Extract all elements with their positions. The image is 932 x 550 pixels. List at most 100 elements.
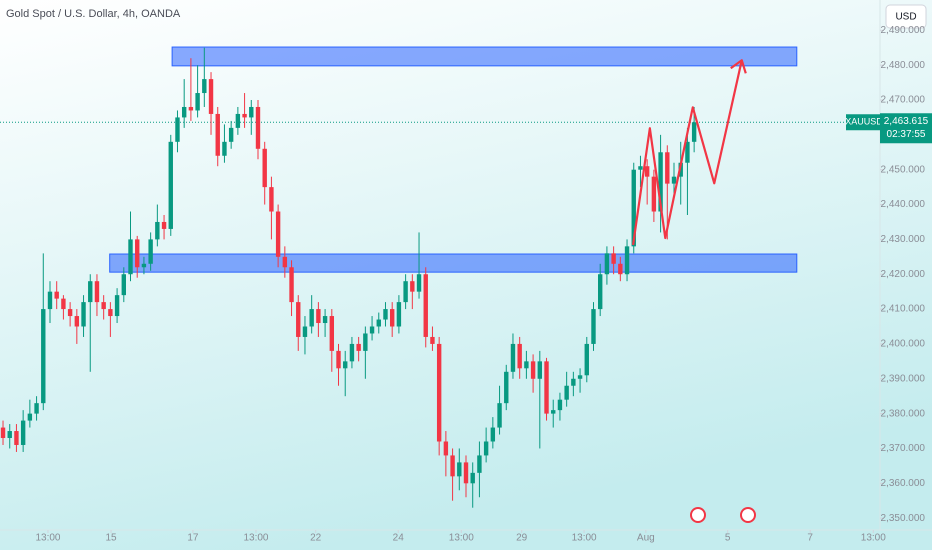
y-tick-label: 2,350.000 (881, 513, 926, 524)
candle-body (255, 106, 261, 149)
candle-body (128, 239, 133, 275)
x-tick-label: 13:00 (572, 533, 597, 544)
currency-button[interactable] (885, 4, 927, 29)
candle-body (591, 309, 596, 344)
candle-body (168, 141, 173, 229)
candle-body (0, 427, 6, 439)
candle-body (631, 169, 636, 247)
candle-body (665, 152, 670, 184)
candle-body (94, 281, 100, 303)
event-icon (690, 507, 756, 523)
countdown-label: 02:37:55 (887, 129, 926, 140)
candle-body (564, 385, 569, 400)
candle-body (457, 462, 462, 477)
candle-body (671, 176, 677, 184)
candle-body (597, 274, 603, 310)
y-tick-label: 2,360.000 (881, 478, 926, 489)
currency-label[interactable]: USD (895, 12, 916, 23)
zone (109, 253, 798, 273)
candle-body (161, 221, 167, 229)
candle-body (490, 427, 496, 442)
chart-title: Gold Spot / U.S. Dollar, 4h, OANDA (6, 8, 181, 20)
candle-body (208, 79, 214, 114)
candle-body (101, 302, 106, 310)
candle-body (410, 281, 415, 292)
candle-body (477, 455, 482, 473)
price-label: 2,463.615 (884, 116, 929, 127)
candle-body (463, 462, 469, 484)
x-tick-label: 29 (516, 533, 528, 544)
candle-body (524, 361, 529, 369)
candle-body (544, 361, 549, 414)
candle-body (309, 309, 314, 327)
y-tick-label: 2,370.000 (881, 443, 926, 454)
x-tick-label: 13:00 (449, 533, 474, 544)
candle-body (343, 361, 348, 369)
x-tick-label: 22 (310, 533, 322, 544)
candle-body (510, 343, 516, 372)
candle-body (571, 378, 576, 386)
candle-body (403, 281, 408, 303)
candle-body (275, 211, 281, 257)
y-tick-label: 2,450.000 (881, 164, 926, 175)
candle-body (215, 113, 220, 156)
candle-body (517, 343, 522, 369)
candle-body (329, 316, 335, 351)
y-tick-label: 2,380.000 (881, 408, 926, 419)
candle-body (88, 281, 93, 303)
y-tick-label: 2,400.000 (881, 339, 926, 350)
candle-body (504, 371, 509, 404)
candle-body (604, 253, 610, 275)
candle-body (577, 375, 583, 379)
y-tick-label: 2,420.000 (881, 269, 926, 280)
projection-path (631, 60, 743, 246)
candle-body (114, 295, 120, 317)
candle-body (195, 93, 200, 111)
candle-body (363, 333, 368, 351)
candle-body (7, 431, 12, 439)
candle-body (430, 336, 435, 344)
zone (171, 46, 798, 67)
candle-body (436, 343, 442, 442)
y-tick-label: 2,490.000 (881, 25, 926, 36)
candle-body (235, 113, 241, 128)
candle-body (47, 291, 53, 310)
symbol-tag (846, 114, 882, 131)
candle-body (14, 431, 19, 445)
candle-body (443, 441, 449, 456)
y-tick-label: 2,410.000 (881, 304, 926, 315)
candle-body (262, 148, 267, 188)
x-tick-label: Aug (637, 533, 655, 544)
candle-body (108, 309, 113, 317)
candle-body (483, 441, 489, 456)
candle-body (416, 274, 422, 292)
x-tick-label: 13:00 (243, 533, 268, 544)
candle-body (302, 326, 308, 337)
x-tick-label: 13:00 (861, 533, 886, 544)
candle-body (369, 326, 375, 334)
candle-body (611, 253, 616, 264)
candle-body (67, 309, 73, 317)
candle-body (242, 113, 247, 118)
candle-body (34, 403, 39, 414)
projection-arrowhead (730, 59, 747, 74)
candle-body (376, 319, 381, 327)
candle-body (202, 79, 207, 94)
candle-body (396, 302, 402, 327)
candle-body (316, 309, 321, 324)
candle-body (148, 239, 153, 264)
candle-body (74, 316, 80, 327)
candle-body (618, 263, 623, 275)
candle-body (269, 187, 274, 212)
candle-body (356, 343, 361, 351)
candle-body (155, 221, 160, 240)
candle-body (651, 176, 657, 212)
x-tick-label: 7 (807, 533, 813, 544)
candle-body (497, 403, 502, 428)
candle-body (322, 316, 328, 324)
x-tick-label: 5 (725, 533, 731, 544)
candle-body (551, 410, 556, 414)
candle-body (336, 350, 341, 369)
candle-body (450, 455, 455, 477)
